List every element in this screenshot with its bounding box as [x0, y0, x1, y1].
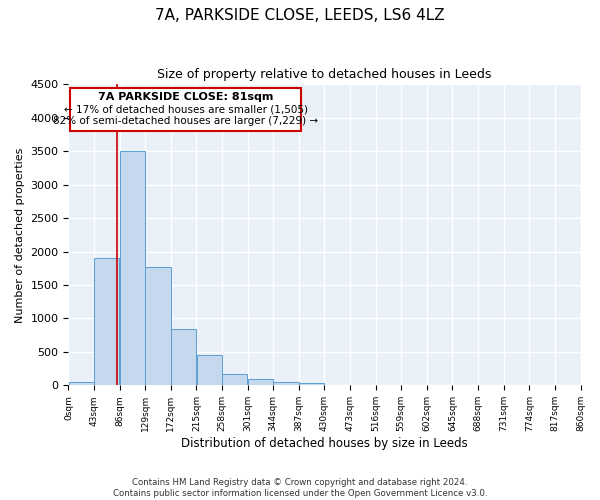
Text: ← 17% of detached houses are smaller (1,505): ← 17% of detached houses are smaller (1,… — [64, 104, 308, 114]
Bar — [120, 152, 145, 386]
Bar — [197, 356, 222, 386]
Bar — [248, 378, 273, 386]
Bar — [274, 382, 299, 386]
Bar — [68, 382, 94, 386]
FancyBboxPatch shape — [70, 88, 301, 130]
Text: 7A, PARKSIDE CLOSE, LEEDS, LS6 4LZ: 7A, PARKSIDE CLOSE, LEEDS, LS6 4LZ — [155, 8, 445, 22]
Text: 7A PARKSIDE CLOSE: 81sqm: 7A PARKSIDE CLOSE: 81sqm — [98, 92, 274, 102]
Title: Size of property relative to detached houses in Leeds: Size of property relative to detached ho… — [157, 68, 491, 80]
Bar — [299, 382, 324, 386]
Bar — [171, 328, 196, 386]
X-axis label: Distribution of detached houses by size in Leeds: Distribution of detached houses by size … — [181, 437, 468, 450]
Y-axis label: Number of detached properties: Number of detached properties — [15, 147, 25, 322]
Bar — [145, 266, 170, 386]
Bar — [94, 258, 119, 386]
Text: 82% of semi-detached houses are larger (7,229) →: 82% of semi-detached houses are larger (… — [53, 116, 318, 126]
Text: Contains HM Land Registry data © Crown copyright and database right 2024.
Contai: Contains HM Land Registry data © Crown c… — [113, 478, 487, 498]
Bar — [222, 374, 247, 386]
